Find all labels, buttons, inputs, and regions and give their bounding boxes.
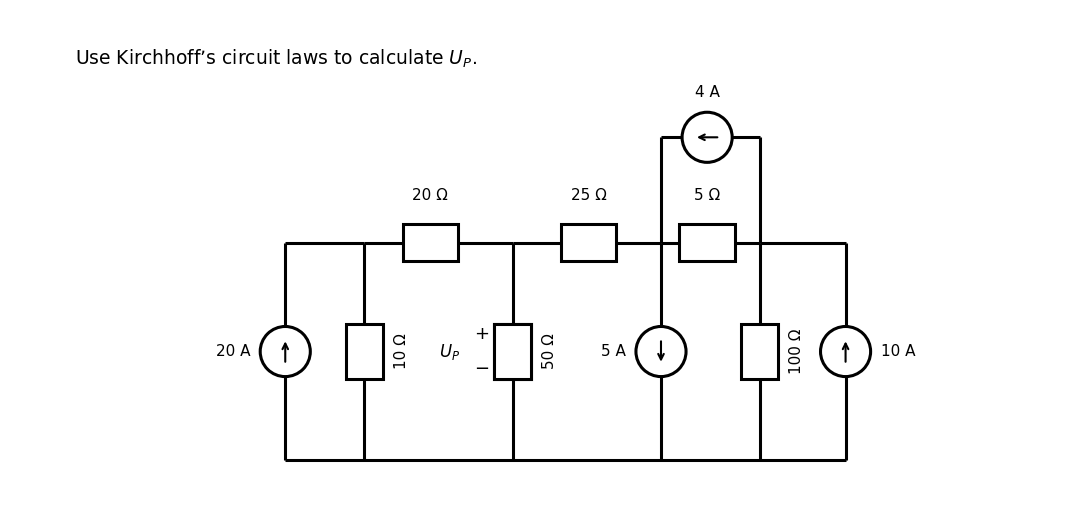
Text: 20 Ω: 20 Ω xyxy=(413,188,448,203)
Text: Use Kirchhoff’s circuit laws to calculate $U_P$.: Use Kirchhoff’s circuit laws to calculat… xyxy=(75,48,477,70)
Text: 100 Ω: 100 Ω xyxy=(789,329,804,375)
Text: 20 A: 20 A xyxy=(216,344,250,359)
Circle shape xyxy=(636,326,686,377)
Bar xyxy=(561,224,616,261)
Bar xyxy=(403,224,458,261)
Text: 10 A: 10 A xyxy=(880,344,915,359)
Circle shape xyxy=(820,326,871,377)
Circle shape xyxy=(260,326,311,377)
Text: −: − xyxy=(474,360,489,378)
Bar xyxy=(679,224,735,261)
Bar xyxy=(494,324,531,379)
Text: 4 A: 4 A xyxy=(694,85,719,101)
Text: 50 Ω: 50 Ω xyxy=(542,334,557,369)
Text: 25 Ω: 25 Ω xyxy=(571,188,606,203)
Bar xyxy=(494,324,531,379)
Text: 5 Ω: 5 Ω xyxy=(694,188,720,203)
Circle shape xyxy=(683,112,732,162)
Text: +: + xyxy=(474,325,489,343)
Text: 5 A: 5 A xyxy=(601,344,626,359)
Bar xyxy=(346,324,383,379)
Text: $U_P$: $U_P$ xyxy=(439,342,460,361)
Text: 10 Ω: 10 Ω xyxy=(393,334,408,369)
Bar xyxy=(742,324,778,379)
